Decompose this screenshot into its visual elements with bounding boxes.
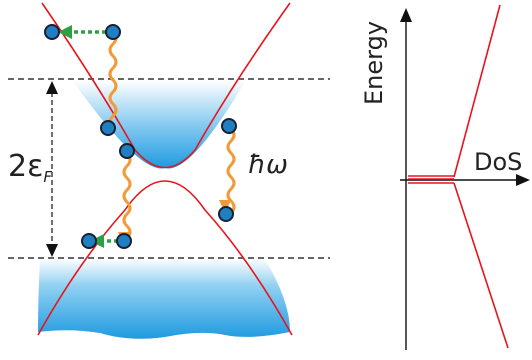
photon-wave-1 [108, 30, 118, 130]
dos-axis-head [516, 174, 530, 186]
electron-dot [119, 143, 135, 159]
dos-lower-branch [453, 182, 509, 349]
dos-axis-label: DoS [474, 148, 522, 176]
electron-dot [218, 206, 234, 222]
photon-wave-3 [226, 127, 236, 215]
gap-arrow-head-top [46, 81, 58, 94]
electron-dot [100, 120, 116, 136]
electron-dot [116, 233, 132, 249]
energy-axis-head [400, 8, 412, 22]
photon-energy-label: ħω [248, 150, 288, 180]
photon-wave-2 [122, 152, 132, 240]
conduction-band [41, 2, 291, 169]
gap-arrow-head-bottom [46, 244, 58, 257]
electron-dot [221, 118, 237, 134]
electron-dot [105, 24, 121, 40]
electron-dot [44, 24, 60, 40]
dos-upper-branch [453, 4, 501, 178]
lower-cone-fill [38, 258, 290, 339]
gap-label: 2εF [8, 149, 52, 186]
upper-cone-fill [72, 80, 246, 169]
energy-axis-label: Energy [360, 21, 388, 105]
electron-dot [81, 233, 97, 249]
valence-band [37, 180, 293, 336]
relaxation-arrow-top-head [58, 25, 72, 39]
